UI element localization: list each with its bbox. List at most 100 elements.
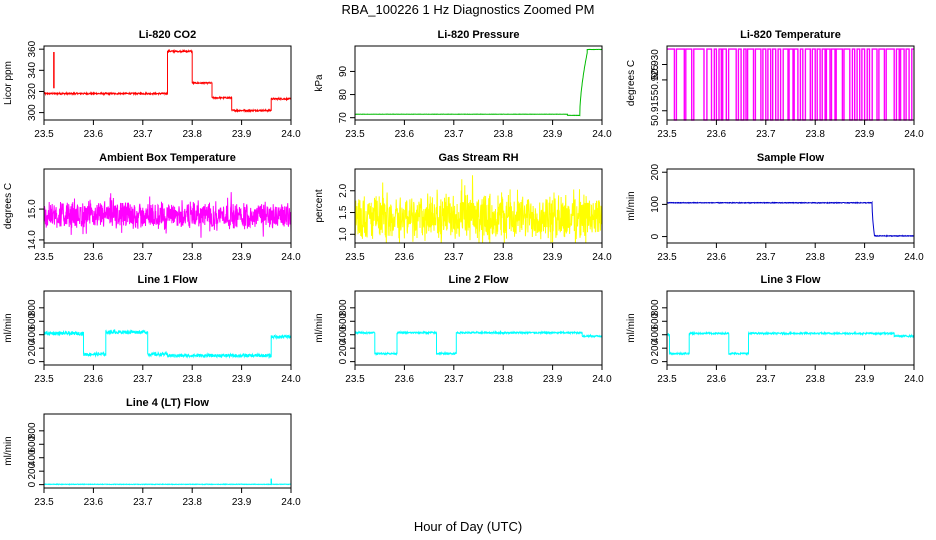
y-tick-label: 15.0	[27, 199, 38, 219]
x-tick-label: 23.8	[493, 129, 513, 140]
x-tick-label: 23.7	[444, 252, 464, 263]
plot-frame	[43, 290, 292, 366]
x-tick-label: 23.5	[657, 252, 677, 263]
x-tick-label: 23.9	[232, 252, 252, 263]
figure-title: RBA_100226 1 Hz Diagnostics Zoomed PM	[342, 2, 595, 17]
y-tick-label: 50.930	[650, 49, 661, 80]
x-tick-label: 24.0	[904, 374, 924, 385]
y-tick-label: 200	[27, 462, 38, 479]
y-axis-label: ml/min	[626, 191, 637, 220]
y-tick-label: 400	[338, 326, 349, 343]
x-tick-label: 23.6	[395, 129, 415, 140]
x-tick-label: 23.7	[444, 129, 464, 140]
panel-title: Li-820 Temperature	[740, 29, 841, 41]
x-tick-label: 23.5	[657, 374, 677, 385]
y-axis-label: degrees C	[626, 60, 637, 106]
x-tick-label: 23.6	[707, 252, 727, 263]
x-tick-label: 24.0	[592, 252, 612, 263]
x-tick-label: 23.5	[345, 252, 365, 263]
panel-title: Line 1 Flow	[138, 274, 198, 286]
series-line	[43, 48, 292, 113]
y-tick-label: 320	[27, 83, 38, 100]
x-tick-label: 23.8	[182, 129, 202, 140]
y-tick-label: 600	[27, 312, 38, 329]
y-axis-label: kPa	[314, 74, 325, 92]
x-tick-label: 23.9	[543, 252, 563, 263]
y-tick-label: 0	[27, 358, 38, 364]
x-tick-label: 23.8	[182, 252, 202, 263]
x-tick-label: 23.7	[756, 374, 776, 385]
y-tick-label: 200	[338, 339, 349, 356]
series-line	[43, 482, 292, 486]
x-tick-label: 24.0	[281, 497, 301, 508]
x-tick-label: 23.9	[232, 129, 252, 140]
x-tick-label: 24.0	[592, 129, 612, 140]
x-tick-label: 23.5	[34, 497, 54, 508]
x-tick-label: 23.9	[543, 374, 563, 385]
x-tick-label: 23.6	[84, 129, 104, 140]
panel-0: Li-820 CO2 Licor ppm 23.5 23.6 23.7 23.8 23.9 2…	[3, 29, 301, 140]
y-axis-label: percent	[314, 189, 325, 223]
series-line	[666, 200, 915, 238]
y-tick-label: 400	[27, 449, 38, 466]
panel-1: Li-820 Pressure kPa 23.5 23.6 23.7 23.8 23.9 24…	[314, 29, 612, 140]
x-tick-label: 23.7	[133, 497, 153, 508]
panel-8: Line 3 Flow ml/min 23.5 23.6 23.7 23.8 23.9 24.…	[626, 274, 924, 385]
x-tick-label: 23.9	[543, 129, 563, 140]
x-tick-label: 23.8	[182, 497, 202, 508]
y-tick-label: 50.915	[650, 95, 661, 126]
y-tick-label: 800	[650, 299, 661, 316]
y-tick-label: 300	[27, 104, 38, 121]
x-tick-label: 23.5	[34, 129, 54, 140]
panel-title: Sample Flow	[757, 152, 825, 164]
plot-frame	[43, 45, 292, 121]
series-line	[666, 330, 915, 357]
y-tick-label: 0	[338, 358, 349, 364]
y-tick-label: 14.0	[27, 230, 38, 250]
y-tick-label: 0	[650, 233, 661, 239]
y-tick-label: 340	[27, 62, 38, 79]
x-tick-label: 23.5	[345, 374, 365, 385]
y-tick-label: 800	[27, 422, 38, 439]
panel-3: Ambient Box Temperature degrees C 23.5 23.6…	[3, 152, 301, 263]
y-tick-label: 1.0	[338, 227, 349, 241]
panel-title: Line 4 (LT) Flow	[126, 397, 209, 409]
y-tick-label: 360	[27, 40, 38, 57]
plot-frame	[354, 45, 603, 121]
plot-frame	[666, 290, 915, 366]
series-line	[354, 175, 603, 244]
x-tick-label: 23.6	[395, 374, 415, 385]
x-tick-label: 23.8	[493, 374, 513, 385]
x-tick-label: 23.8	[493, 252, 513, 263]
x-tick-label: 23.6	[84, 497, 104, 508]
y-axis-label: ml/min	[626, 313, 637, 342]
y-tick-label: 200	[650, 339, 661, 356]
y-tick-label: 1.5	[338, 205, 349, 219]
x-tick-label: 23.9	[232, 497, 252, 508]
y-axis-label: degrees C	[3, 183, 14, 229]
y-tick-label: 600	[338, 312, 349, 329]
series-line	[354, 48, 602, 117]
y-axis-label: ml/min	[314, 313, 325, 342]
y-tick-label: 800	[338, 299, 349, 316]
x-tick-label: 23.5	[34, 252, 54, 263]
plot-frame	[666, 168, 915, 244]
x-tick-label: 23.6	[707, 129, 727, 140]
y-tick-label: 100	[650, 196, 661, 213]
x-tick-label: 24.0	[281, 252, 301, 263]
x-tick-label: 23.7	[133, 129, 153, 140]
y-axis-label: ml/min	[3, 313, 14, 342]
y-tick-label: 0	[27, 481, 38, 487]
x-tick-label: 24.0	[904, 129, 924, 140]
plot-frame	[354, 290, 603, 366]
panel-6: Line 1 Flow ml/min 23.5 23.6 23.7 23.8 23.9 24.…	[3, 274, 301, 385]
y-tick-label: 600	[650, 312, 661, 329]
plot-frame	[666, 45, 915, 121]
plot-frame	[354, 168, 603, 244]
x-tick-label: 23.5	[657, 129, 677, 140]
panel-title: Line 3 Flow	[761, 274, 821, 286]
x-tick-label: 23.5	[34, 374, 54, 385]
panel-title: Gas Stream RH	[438, 152, 518, 164]
x-tick-label: 24.0	[281, 374, 301, 385]
